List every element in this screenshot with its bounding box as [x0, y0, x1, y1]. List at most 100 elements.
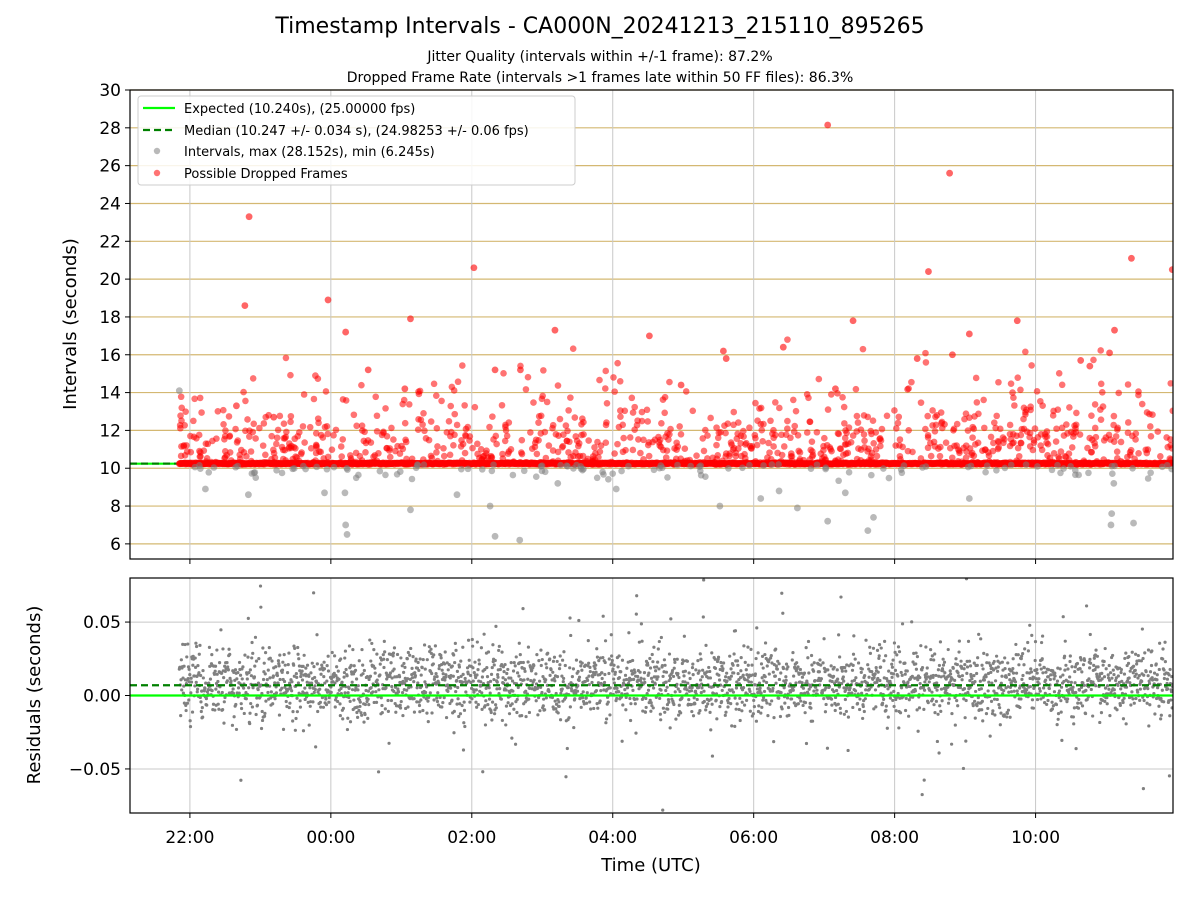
residual-point [790, 658, 794, 662]
residual-point [615, 696, 619, 701]
residual-point [510, 702, 514, 706]
residual-point [709, 697, 713, 701]
dropped-frame-point [222, 427, 229, 434]
residual-point [324, 703, 329, 707]
residual-point [805, 681, 809, 685]
residual-point [642, 671, 647, 675]
dropped-frame-point [380, 428, 387, 436]
residual-point [631, 658, 635, 663]
residual-point [668, 676, 673, 681]
interval-point [382, 471, 389, 479]
interval-point [824, 517, 832, 525]
residual-point [623, 688, 627, 692]
dropped-frame-point [891, 407, 898, 414]
dropped-frame-point [1124, 453, 1131, 461]
dropped-frame-point [453, 421, 461, 429]
dropped-frame-point [847, 439, 855, 446]
residual-point [355, 715, 360, 720]
residual-point [560, 674, 564, 678]
residual-point [517, 674, 521, 678]
residual-point [347, 644, 352, 648]
dropped-frame-point [932, 413, 939, 421]
dropped-frame-point [191, 395, 198, 403]
dropped-frame-point [195, 431, 203, 439]
residual-point [190, 710, 195, 714]
dropped-frame-point [1049, 412, 1057, 419]
residual-point [556, 711, 560, 715]
residual-point [428, 691, 432, 695]
interval-point [1034, 463, 1041, 470]
residual-point [262, 714, 267, 718]
dropped-frame-point [342, 328, 350, 336]
dropped-frame-point [440, 444, 447, 452]
residual-point [299, 674, 303, 679]
residual-point [459, 659, 463, 663]
residual-point [612, 663, 616, 667]
residual-point [361, 663, 365, 667]
residual-point [371, 690, 375, 694]
dropped-frame-point [233, 402, 240, 410]
residual-point [289, 686, 293, 690]
residual-point [253, 635, 258, 639]
residual-point [745, 673, 749, 677]
dropped-frame-point [268, 455, 275, 463]
residual-point [566, 685, 570, 690]
dropped-frame-point [943, 458, 950, 466]
dropped-frame-point [1084, 444, 1091, 452]
dropped-frame-point [591, 456, 599, 464]
residual-point [514, 655, 518, 659]
dropped-frame-point [936, 452, 944, 460]
interval-point [196, 462, 203, 469]
dropped-frame-point [1157, 453, 1164, 460]
residual-point [376, 770, 381, 774]
dropped-frame-point [573, 437, 581, 445]
residual-point [620, 739, 624, 743]
residual-point [629, 669, 634, 673]
interval-point [210, 464, 218, 471]
residual-point [581, 690, 585, 694]
residual-point [613, 670, 617, 674]
dropped-frame-point [490, 436, 497, 443]
residual-point [486, 702, 490, 707]
residual-point [834, 688, 839, 693]
dropped-frame-point [602, 439, 610, 446]
residual-point [381, 653, 385, 657]
residual-point [824, 686, 828, 690]
interval-point [516, 536, 524, 544]
residual-point [825, 746, 830, 750]
residual-point [573, 697, 577, 701]
residual-point [782, 686, 786, 690]
residual-point [443, 650, 447, 654]
residual-point [787, 713, 791, 717]
residual-point [341, 717, 345, 721]
dropped-frame-point [707, 414, 714, 422]
dropped-frame-point [246, 427, 253, 434]
interval-point [702, 473, 709, 480]
residual-point [437, 681, 441, 685]
residual-point [325, 679, 329, 683]
residual-point [265, 678, 269, 682]
residual-point [403, 665, 407, 669]
residual-point [325, 664, 329, 668]
dropped-frame-point [841, 434, 849, 442]
residual-point [660, 664, 664, 668]
residual-point [563, 663, 567, 668]
residual-point [267, 646, 271, 650]
dropped-frame-point [895, 413, 903, 421]
residual-point [759, 691, 763, 695]
residual-point [752, 704, 756, 709]
residual-point [396, 690, 401, 694]
residual-point [406, 650, 410, 655]
dropped-frame-point [1009, 389, 1016, 396]
residual-point [405, 657, 409, 661]
dropped-frame-point [924, 444, 932, 452]
residual-point [479, 646, 484, 650]
dropped-frame-point [202, 458, 210, 465]
residual-point [429, 647, 433, 651]
dropped-frame-point [469, 444, 476, 452]
residual-point [633, 702, 637, 706]
residual-point [185, 655, 189, 659]
residual-point [206, 688, 211, 692]
residual-point [362, 668, 366, 673]
dropped-frame-point [1164, 443, 1172, 451]
